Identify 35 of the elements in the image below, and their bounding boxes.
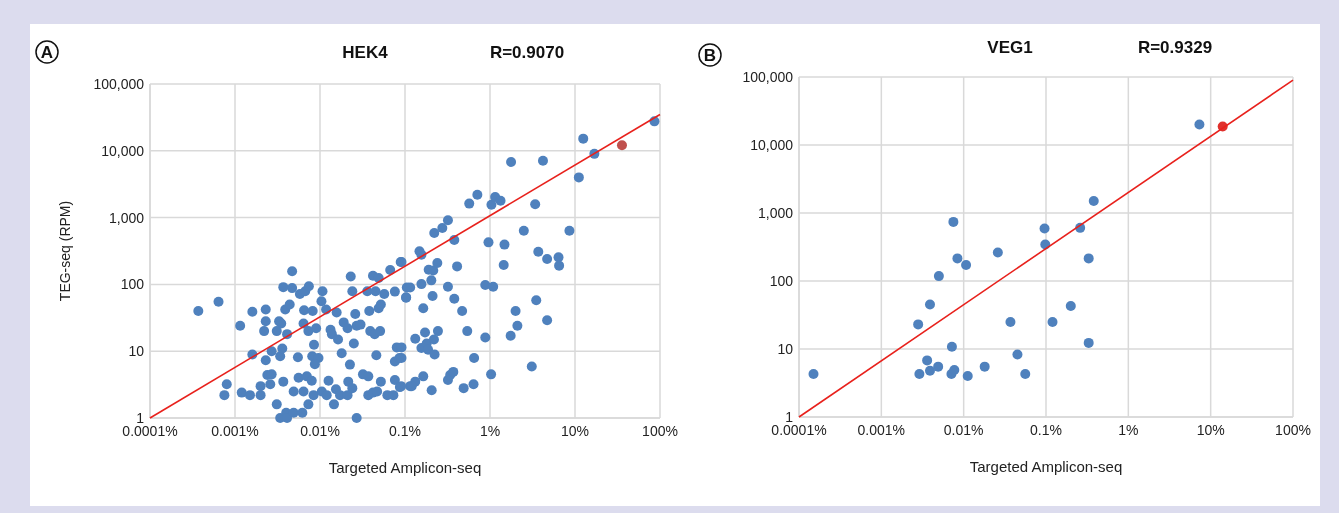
x-tick-label: 10% [560,423,590,439]
x-axis-title: Targeted Amplicon-seq [969,458,1123,475]
y-tick-label: 10 [777,341,794,357]
x-tick-label: 10% [1196,422,1225,438]
x-tick-label: 0.1% [1030,422,1062,438]
y-tick-label: 1 [785,409,794,425]
y-tick-label: 100,000 [93,76,145,92]
x-axis-title: Targeted Amplicon-seq [328,459,482,476]
y-tick-label: 1,000 [757,205,794,221]
y-tick-label: 10,000 [101,142,145,159]
y-tick-label: 1,000 [108,209,145,226]
chart-title: HEK4 [342,43,389,62]
y-tick-label: 1 [136,410,145,426]
x-tick-label: 1% [479,423,501,439]
x-tick-label: 100% [642,423,678,439]
y-tick-label: 100 [769,273,794,289]
y-tick-label: 10 [128,343,145,360]
chart-title: VEG1 [987,38,1033,57]
x-tick-label: 0.001% [211,423,259,439]
y-tick-label: 100 [120,276,145,293]
y-axis-title: TEG-seq (RPM) [57,200,73,302]
text: A [40,43,54,62]
x-tick-label: 0.1% [389,423,421,439]
y-tick-label: 10,000 [750,137,794,153]
y-tick-label: 100,000 [742,69,794,85]
x-tick-label: 1% [1118,422,1139,438]
x-tick-label: 0.01% [943,422,984,438]
x-tick-label: 0.0001% [771,422,827,438]
x-tick-label: 100% [1275,422,1311,438]
x-tick-label: 0.01% [300,423,340,439]
text: B [703,46,717,65]
text: R=0.9329 [1137,38,1213,57]
x-tick-label: 0.0001% [122,423,178,439]
text: R=0.9070 [489,43,565,62]
x-tick-label: 0.001% [857,422,906,438]
